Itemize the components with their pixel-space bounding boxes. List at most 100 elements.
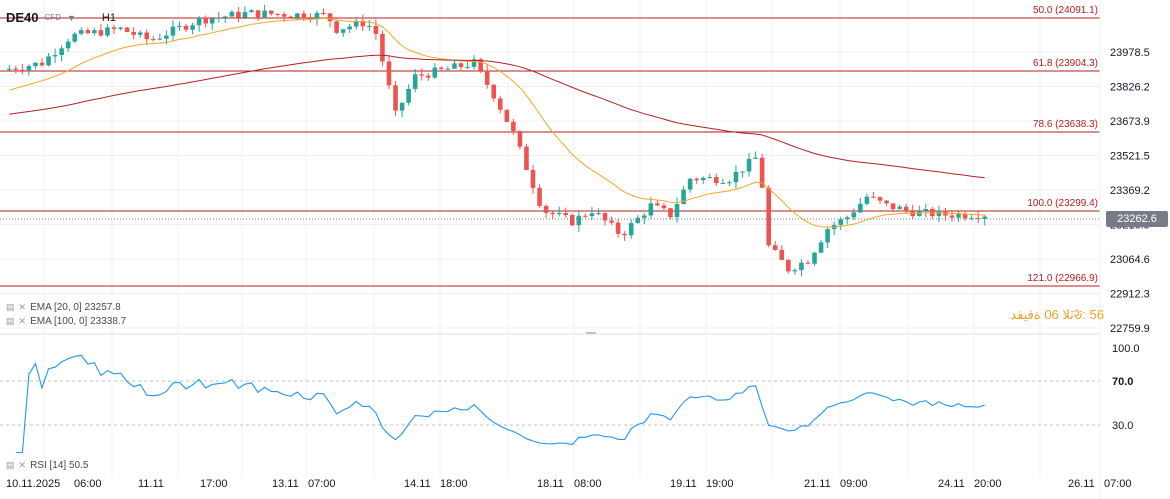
- time-tick-label: 18:00: [440, 478, 468, 490]
- legend-rsi[interactable]: ▤ ✕ RSI [14] 50.5: [6, 460, 88, 471]
- time-tick-label: 19.11: [670, 478, 697, 490]
- candle-body: [799, 262, 804, 271]
- candle-body: [347, 26, 352, 30]
- price-tick-label: 23064.6: [1110, 254, 1150, 266]
- symbol-header[interactable]: DE40 CFD ▼ H1: [6, 10, 116, 25]
- instrument-type: CFD: [44, 13, 61, 22]
- ema100-line: [9, 54, 985, 179]
- candle-body: [314, 12, 320, 20]
- price-axis[interactable]: 23978.523826.223673.923521.523369.223216…: [1110, 47, 1150, 335]
- candle-body: [720, 182, 726, 184]
- fib-label: 121.0 (22966.9): [1027, 273, 1098, 284]
- candle-body: [105, 27, 110, 36]
- candle-body: [642, 215, 647, 218]
- candle-body: [39, 62, 45, 66]
- ema100-label: EMA [100, 0] 23338.7: [30, 316, 127, 327]
- candle-body: [596, 213, 601, 215]
- rsi-pane: [0, 354, 1100, 454]
- ema20-line: [9, 17, 985, 228]
- ema20-label: EMA [20, 0] 23257.8: [30, 302, 121, 313]
- candle-body: [386, 61, 392, 86]
- candle-body: [786, 259, 791, 272]
- candle-body: [164, 35, 169, 39]
- candle-body: [223, 16, 228, 18]
- time-tick-label: 08:00: [574, 478, 602, 490]
- time-tick-label: 26.11: [1068, 478, 1095, 490]
- candle-body: [268, 10, 274, 14]
- price-tick-label: 23369.2: [1110, 185, 1150, 197]
- time-tick-label: 24.11: [938, 478, 965, 490]
- rsi-axis: 100.0 70.0 30.0: [1112, 343, 1140, 432]
- pane-resize-handle[interactable]: [586, 332, 596, 334]
- candle-body: [380, 33, 385, 62]
- candle-body: [511, 121, 516, 132]
- candle-body: [615, 222, 621, 234]
- candle-body: [262, 10, 267, 18]
- legend-ema20[interactable]: ▤ ✕ EMA [20, 0] 23257.8: [6, 302, 121, 313]
- candle-body: [458, 63, 464, 68]
- settings-icon[interactable]: ▤: [6, 302, 15, 312]
- timeframe[interactable]: H1: [101, 11, 116, 24]
- candle-body: [504, 109, 510, 122]
- settings-icon[interactable]: ▤: [6, 460, 15, 470]
- candle-body: [700, 177, 706, 181]
- candle-body: [969, 218, 974, 220]
- candle-body: [727, 182, 732, 184]
- candle-body: [334, 21, 339, 33]
- candle-body: [465, 66, 470, 68]
- time-tick-label: 11.11: [138, 478, 164, 490]
- candle-body: [288, 16, 294, 18]
- settings-icon[interactable]: ▤: [6, 316, 15, 326]
- candle-body: [216, 17, 222, 19]
- candle-body: [982, 216, 988, 219]
- close-icon[interactable]: ✕: [18, 316, 27, 326]
- candle-body: [838, 219, 843, 225]
- candle-body: [707, 177, 713, 179]
- candle-body: [825, 229, 830, 243]
- candle-body: [779, 249, 785, 260]
- time-tick-label: 17:00: [200, 478, 228, 490]
- candle-body: [563, 212, 569, 215]
- time-axis[interactable]: 10.11.2025 06:00 11.11 17:00 13.11 07:00 14.11…: [6, 478, 1132, 490]
- candle-body: [137, 32, 143, 35]
- price-tick-label: 23521.5: [1110, 151, 1150, 163]
- time-tick-label: 07:00: [1104, 478, 1132, 490]
- candle-body: [52, 54, 58, 57]
- candle-body: [419, 74, 425, 76]
- candle-body: [236, 11, 241, 18]
- legend-ema100[interactable]: ▤ ✕ EMA [100, 0] 23338.7: [6, 316, 126, 327]
- candle-body: [661, 205, 667, 209]
- candle-body: [151, 39, 156, 41]
- candle-body: [255, 10, 261, 18]
- candle-body: [484, 70, 490, 85]
- rsi-tick-label: 30.0: [1112, 420, 1133, 432]
- candle-body: [792, 270, 798, 272]
- candle-body: [714, 177, 719, 184]
- price-tick-label: 22759.9: [1110, 323, 1150, 335]
- candle-body: [144, 32, 150, 40]
- candle-body: [844, 217, 850, 220]
- candle-body: [537, 187, 542, 206]
- fib-label: 78.6 (23638.3): [1033, 119, 1098, 130]
- candle-body: [393, 85, 398, 111]
- candle-body: [517, 131, 523, 147]
- candle-body: [26, 66, 32, 71]
- candle-body: [190, 25, 195, 30]
- candle-body: [295, 13, 300, 18]
- close-icon[interactable]: ✕: [18, 302, 27, 312]
- close-icon[interactable]: ✕: [18, 460, 27, 470]
- candle-body: [890, 203, 896, 210]
- candle-body: [668, 208, 673, 218]
- chevron-down-icon[interactable]: ▼: [66, 12, 76, 23]
- candle-body: [753, 157, 758, 159]
- candle-body: [196, 17, 202, 26]
- candle-body: [353, 20, 359, 27]
- rsi-line: [15, 354, 985, 454]
- symbol-name[interactable]: DE40: [6, 10, 39, 25]
- candle-body: [746, 158, 752, 172]
- candle-body: [471, 59, 477, 67]
- candle-body: [556, 212, 562, 215]
- candle-body: [871, 196, 876, 198]
- candle-body: [628, 223, 634, 236]
